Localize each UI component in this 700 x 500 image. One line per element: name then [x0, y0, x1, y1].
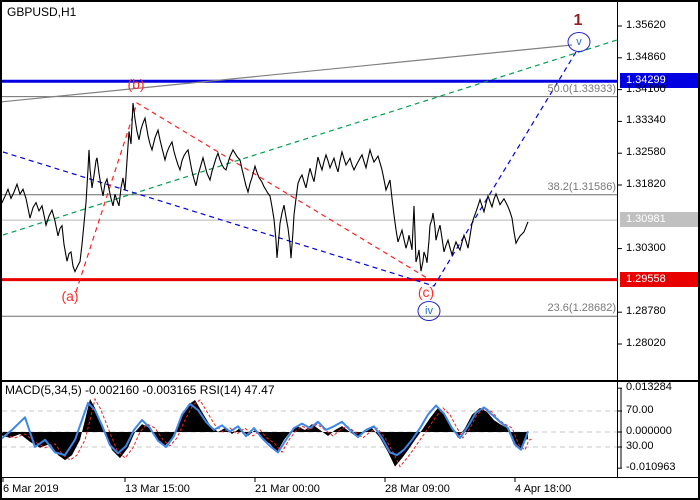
price-axis-tick-label: 1.33340	[626, 114, 666, 127]
wave-label-iv-circle: iv	[417, 301, 441, 321]
wave-label-v: v	[576, 36, 582, 48]
wave-label-b: (b)	[127, 76, 145, 92]
price-axis-tick-label: 1.28780	[626, 305, 666, 318]
time-axis-label: 4 Apr 18:00	[515, 483, 572, 495]
red-trendline	[75, 102, 428, 293]
price-axis-tick-label: 1.34100	[626, 82, 666, 95]
blue-trendline	[2, 51, 577, 287]
rsi-line	[2, 401, 529, 457]
price-axis-tick-label: 1.31820	[626, 177, 666, 190]
price-line	[2, 102, 529, 274]
price-badge-support: 1.29558	[620, 271, 698, 287]
price-badge-resistance: 1.34299	[620, 73, 698, 89]
panel-separator	[0, 380, 700, 382]
time-axis-label: 21 Mar 00:00	[255, 483, 320, 495]
price-axis-tick-label: 1.34860	[626, 50, 666, 63]
price-axis-border	[617, 0, 618, 478]
indicator-scale-rsi-lower: 30.00	[626, 440, 654, 452]
fib-level-label-50: 50.0(1.33933)	[547, 82, 617, 95]
symbol-timeframe-label: GBPUSD,H1	[7, 5, 77, 19]
wave-label-iv: iv	[425, 305, 433, 317]
indicator-scale-max: 0.013284	[626, 381, 672, 394]
time-axis-label: 28 Mar 09:00	[385, 483, 450, 495]
time-axis-label: 6 Mar 2019	[3, 483, 59, 495]
wave-label-1: 1	[573, 12, 583, 29]
indicator-scale-rsi-upper: 70.00	[626, 404, 654, 416]
wave-label-v-circle: v	[567, 32, 591, 52]
macd-signal-line	[4, 397, 534, 468]
price-axis-tick-label: 1.28020	[626, 336, 666, 349]
wave-label-a: (a)	[61, 288, 79, 304]
macd-histogram	[2, 399, 528, 467]
gray-trendline	[2, 44, 573, 103]
time-axis-border	[0, 477, 700, 478]
indicator-scale-zero: 0.000000	[626, 425, 672, 437]
fib-level-label-38: 38.2(1.31586)	[547, 180, 617, 193]
price-axis-tick-label: 1.32580	[626, 146, 666, 159]
price-badge-current: 1.30981	[620, 212, 698, 228]
fib-level-label-23: 23.6(1.28682)	[547, 302, 617, 315]
price-axis-tick-label: 1.30300	[626, 241, 666, 254]
green-trendline	[2, 39, 617, 236]
indicator-label: MACD(5,34,5) -0.002160 -0.003165 RSI(14)…	[5, 383, 275, 397]
time-axis-label: 13 Mar 15:00	[125, 483, 190, 495]
indicator-scale-min: -0.010963	[626, 461, 676, 474]
wave-label-c: (c)	[417, 284, 435, 300]
price-axis-tick-label: 1.35620	[626, 19, 666, 31]
